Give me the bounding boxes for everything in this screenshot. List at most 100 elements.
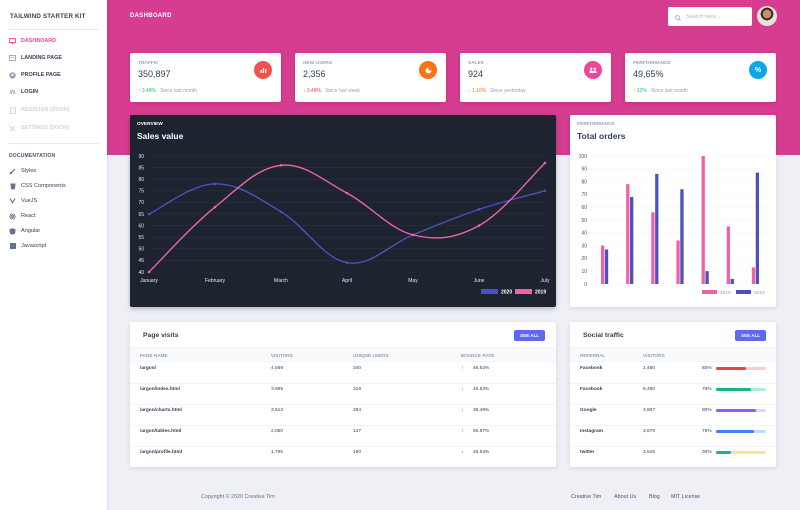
search-input[interactable] bbox=[686, 13, 750, 20]
percent-cell: 60% bbox=[702, 366, 712, 371]
footer-copyright: Copyright © 2020 Creative Tim bbox=[201, 494, 275, 500]
table-header: REFERRAL VISITORS bbox=[570, 347, 776, 362]
avatar[interactable] bbox=[757, 6, 777, 26]
legend-label: 2020 bbox=[501, 290, 512, 296]
css3-icon bbox=[9, 183, 16, 190]
paint-brush-icon bbox=[9, 168, 16, 175]
row-divider bbox=[570, 446, 776, 447]
y-tick-label: 55 bbox=[138, 235, 144, 241]
y-tick-label: 80 bbox=[581, 179, 587, 185]
stat-value: 2,356 bbox=[303, 69, 326, 79]
brand-title[interactable]: TAILWIND STARTER KIT bbox=[10, 13, 86, 20]
page-title[interactable]: DASHBOARD bbox=[130, 13, 172, 19]
react-icon bbox=[9, 212, 16, 220]
legend-swatch bbox=[702, 290, 717, 294]
y-tick-label: 90 bbox=[138, 154, 144, 160]
x-tick-label: April bbox=[342, 278, 352, 284]
sales-value-card: OVERVIEW Sales value 40 45 50 55 60 65 70 75 80 8… bbox=[130, 115, 556, 307]
sidebar-item-label: SETTINGS (SOON) bbox=[21, 125, 69, 131]
arrow-down-icon: ↓ bbox=[461, 387, 464, 392]
row-divider bbox=[130, 425, 556, 426]
y-tick-label: 85 bbox=[138, 165, 144, 171]
progress-bar bbox=[716, 367, 766, 370]
fingerprint-icon bbox=[9, 89, 16, 96]
column-header: PAGE NAME bbox=[140, 353, 168, 358]
y-tick-label: 50 bbox=[138, 247, 144, 253]
bar bbox=[755, 172, 760, 284]
y-tick-label: 60 bbox=[581, 205, 587, 211]
progress-bar bbox=[716, 409, 766, 412]
arrow-up-icon: ↑ bbox=[461, 366, 464, 371]
data-point bbox=[477, 224, 481, 227]
arrow-up-icon: ↑ 12% bbox=[633, 88, 647, 94]
sidebar-item-label: DASHBOARD bbox=[21, 38, 57, 44]
visitors-cell: 2,050 bbox=[271, 429, 284, 434]
stat-since: Since yesterday bbox=[490, 88, 526, 94]
sidebar-doc-vue[interactable]: VueJS bbox=[9, 195, 37, 207]
bar bbox=[651, 212, 655, 284]
bounce-rate-cell: 46.53% bbox=[473, 450, 490, 455]
stat-card-sales: SALES 924 ↓ 1.10% Since yesterday bbox=[460, 53, 611, 102]
stat-label: NEW USERS bbox=[303, 61, 333, 66]
arrow-down-icon: ↓ 1.10% bbox=[468, 88, 487, 94]
row-divider bbox=[130, 383, 556, 384]
visitors-cell: 3,985 bbox=[271, 387, 284, 392]
row-divider bbox=[570, 425, 776, 426]
row-divider bbox=[130, 446, 556, 447]
unique-users-cell: 190 bbox=[353, 450, 362, 455]
column-header: UNIQUE USERS bbox=[353, 353, 389, 358]
javascript-icon bbox=[9, 243, 16, 250]
monitor-icon bbox=[9, 38, 16, 45]
arrow-down-icon: ↓ bbox=[461, 408, 464, 413]
sidebar-item-login[interactable]: LOGIN bbox=[9, 86, 38, 98]
sidebar-item-landing[interactable]: LANDING PAGE bbox=[9, 52, 62, 64]
referral-cell: Facebook bbox=[580, 387, 603, 392]
y-tick-label: 10 bbox=[581, 269, 587, 275]
chart-bar-icon bbox=[254, 61, 272, 79]
sidebar-doc-react[interactable]: React bbox=[9, 210, 36, 222]
progress-fill bbox=[716, 367, 746, 370]
data-point bbox=[279, 210, 283, 213]
data-point bbox=[147, 212, 151, 216]
table-title: Page visits bbox=[143, 332, 179, 339]
footer-link-license[interactable]: MIT License bbox=[671, 494, 701, 500]
data-point bbox=[147, 270, 151, 274]
data-point bbox=[411, 233, 415, 237]
y-tick-label: 65 bbox=[138, 212, 144, 218]
sidebar-doc-styles[interactable]: Styles bbox=[9, 165, 36, 177]
data-point bbox=[543, 189, 547, 193]
legend-label: 2018 bbox=[720, 290, 731, 296]
data-point bbox=[213, 182, 217, 186]
progress-fill bbox=[716, 451, 731, 454]
visitors-cell: 3,513 bbox=[271, 408, 284, 413]
see-all-button[interactable]: SEE ALL bbox=[735, 330, 767, 341]
sidebar: TAILWIND STARTER KIT DASHBOARD LANDING P… bbox=[0, 0, 107, 510]
bar bbox=[680, 189, 684, 284]
x-tick-label: February bbox=[205, 278, 226, 284]
sidebar-doc-javascript[interactable]: Javascript bbox=[9, 240, 46, 252]
pie-chart-icon bbox=[419, 61, 437, 79]
legend-swatch bbox=[736, 290, 751, 294]
page-name-cell: /argon/index.html bbox=[140, 387, 180, 392]
footer-link-about[interactable]: About Us bbox=[614, 494, 637, 500]
page-visits-card: Page visits SEE ALL PAGE NAME VISITORS U… bbox=[130, 322, 556, 467]
y-tick-label: 45 bbox=[138, 258, 144, 264]
footer-link-creative-tim[interactable]: Creative Tim bbox=[571, 494, 602, 500]
sidebar-item-profile[interactable]: PROFILE PAGE bbox=[9, 69, 61, 81]
percent-cell: 75% bbox=[702, 429, 712, 434]
tools-icon bbox=[9, 125, 16, 132]
data-point bbox=[477, 208, 481, 211]
see-all-button[interactable]: SEE ALL bbox=[514, 330, 546, 341]
sidebar-doc-angular[interactable]: Angular bbox=[9, 225, 40, 237]
data-point bbox=[279, 163, 283, 167]
footer-link-blog[interactable]: Blog bbox=[649, 494, 660, 500]
sidebar-doc-css[interactable]: CSS Components bbox=[9, 180, 66, 192]
sidebar-item-dashboard[interactable]: DASHBOARD bbox=[9, 35, 56, 47]
clipboard-icon bbox=[9, 106, 16, 114]
search-box[interactable] bbox=[668, 7, 752, 26]
bar bbox=[726, 226, 730, 284]
sidebar-doc-label: Styles bbox=[21, 168, 37, 174]
y-tick-label: 60 bbox=[138, 223, 144, 229]
column-header: BOUNCE RATE bbox=[461, 353, 495, 358]
y-tick-label: 50 bbox=[581, 218, 587, 224]
